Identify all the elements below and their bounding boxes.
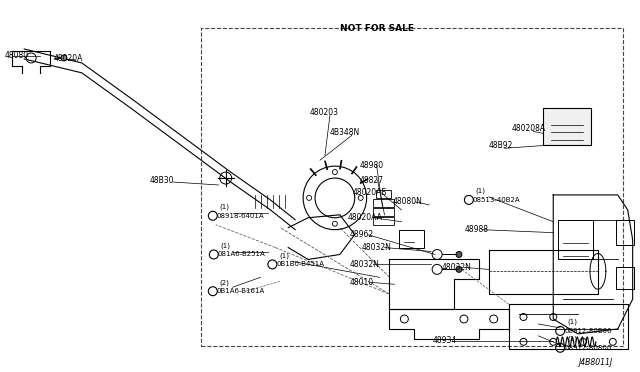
Text: 48032N: 48032N [442, 263, 472, 272]
Circle shape [61, 55, 67, 61]
Text: 48020AБ: 48020AБ [353, 189, 387, 198]
Text: (1): (1) [476, 188, 486, 194]
Text: (1): (1) [567, 336, 577, 342]
Text: 48020AA: 48020AA [348, 213, 383, 222]
Text: 08912-80B00: 08912-80B00 [564, 328, 612, 334]
Circle shape [456, 266, 462, 272]
Text: 48B92: 48B92 [489, 141, 513, 150]
Bar [372, 208, 394, 216]
Text: 480208A: 480208A [511, 124, 546, 133]
Bar [558, 220, 593, 259]
Text: 48080N: 48080N [392, 198, 422, 206]
Bar [543, 108, 591, 145]
Bar [509, 304, 628, 349]
Bar [372, 217, 394, 225]
Text: 48032N: 48032N [362, 243, 392, 252]
Circle shape [456, 251, 462, 257]
Text: 48010: 48010 [350, 278, 374, 287]
Text: (1): (1) [567, 319, 577, 325]
Text: 48980: 48980 [360, 161, 384, 170]
Text: 48962: 48962 [350, 230, 374, 239]
Bar [201, 28, 623, 346]
Text: 08912-80800: 08912-80800 [564, 345, 612, 351]
Text: 0B1B0-B451A: 0B1B0-B451A [276, 262, 324, 267]
Text: 48827: 48827 [360, 176, 384, 185]
Bar [616, 267, 634, 289]
Text: 48988: 48988 [465, 225, 489, 234]
Text: 48B30: 48B30 [149, 176, 174, 185]
Bar [616, 220, 634, 244]
Text: (1): (1) [220, 203, 230, 210]
Text: 48032N: 48032N [350, 260, 380, 269]
Bar [372, 199, 394, 207]
Text: 48080: 48080 [4, 51, 29, 61]
Text: 4B348N: 4B348N [330, 128, 360, 137]
Text: 48934: 48934 [432, 336, 456, 345]
Text: 081A6-B251A: 081A6-B251A [218, 251, 266, 257]
Text: (1): (1) [221, 242, 231, 249]
Text: 08513-40B2A: 08513-40B2A [473, 197, 520, 203]
Text: (2): (2) [220, 279, 230, 286]
Text: 480203: 480203 [310, 108, 339, 117]
Text: J4B8011J: J4B8011J [578, 358, 612, 367]
Bar [376, 190, 392, 198]
Text: 08918-6401A: 08918-6401A [217, 213, 264, 219]
Bar [399, 230, 424, 247]
Text: NOT FOR SALE: NOT FOR SALE [340, 24, 414, 33]
Text: (1): (1) [279, 252, 289, 259]
Text: 48020A: 48020A [54, 54, 83, 64]
Text: 0B1A6-B161A: 0B1A6-B161A [217, 288, 265, 294]
